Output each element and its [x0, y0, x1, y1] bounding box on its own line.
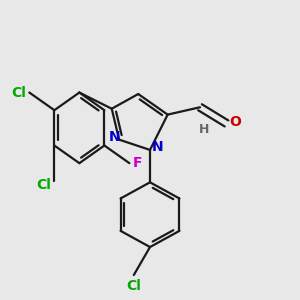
Text: Cl: Cl — [126, 279, 141, 293]
Text: Cl: Cl — [37, 178, 51, 192]
Text: Cl: Cl — [11, 85, 26, 100]
Text: F: F — [132, 156, 142, 170]
Text: O: O — [230, 115, 241, 129]
Text: N: N — [109, 130, 121, 144]
Text: H: H — [199, 123, 210, 136]
Text: N: N — [152, 140, 163, 154]
